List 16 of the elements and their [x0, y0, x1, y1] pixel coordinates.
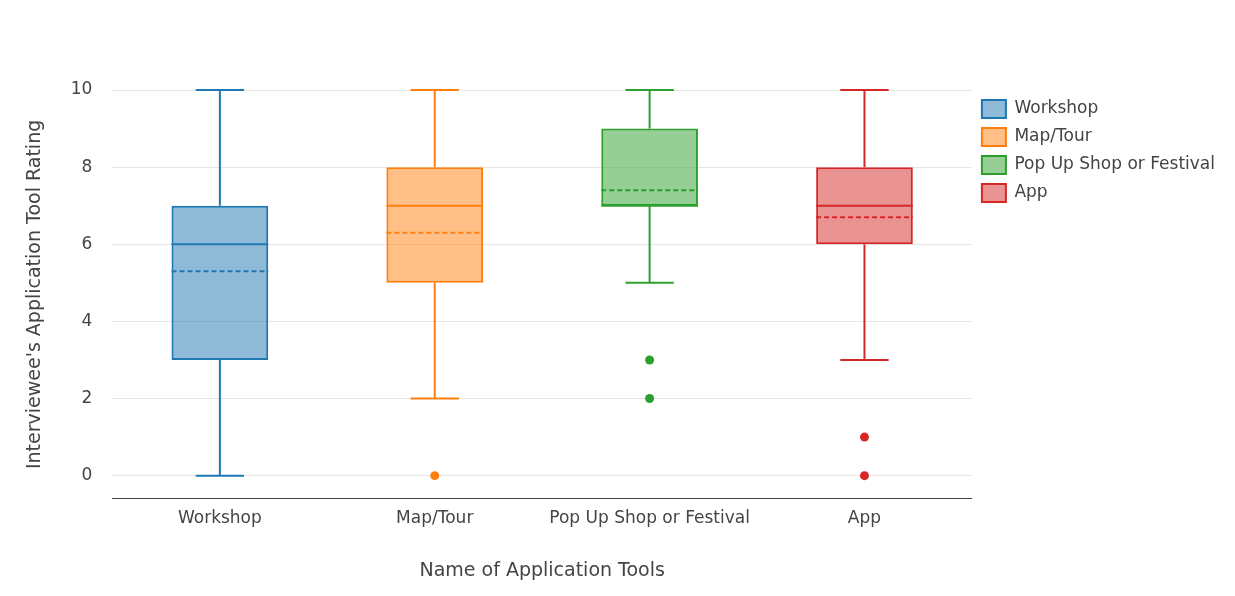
x-tick-label: App [847, 507, 882, 528]
x-tick-label: Workshop [177, 507, 262, 528]
y-axis-title: Interviewee's Application Tool Rating [22, 119, 45, 470]
y-tick-label: 4 [81, 309, 93, 330]
y-tick-label: 8 [81, 155, 93, 176]
legend-label: App [1014, 181, 1048, 202]
x-tick-label: Map/Tour [396, 507, 474, 528]
legend-label: Pop Up Shop or Festival [1014, 153, 1216, 174]
x-tick-label: Pop Up Shop or Festival [549, 507, 750, 528]
legend-label: Map/Tour [1014, 125, 1092, 146]
y-tick-label: 10 [70, 78, 93, 99]
y-tick-label: 6 [81, 232, 93, 253]
y-tick-label: 0 [81, 464, 93, 485]
legend-label: Workshop [1014, 97, 1099, 118]
x-axis-title: Name of Application Tools [419, 557, 665, 580]
y-tick-label: 2 [81, 386, 93, 407]
